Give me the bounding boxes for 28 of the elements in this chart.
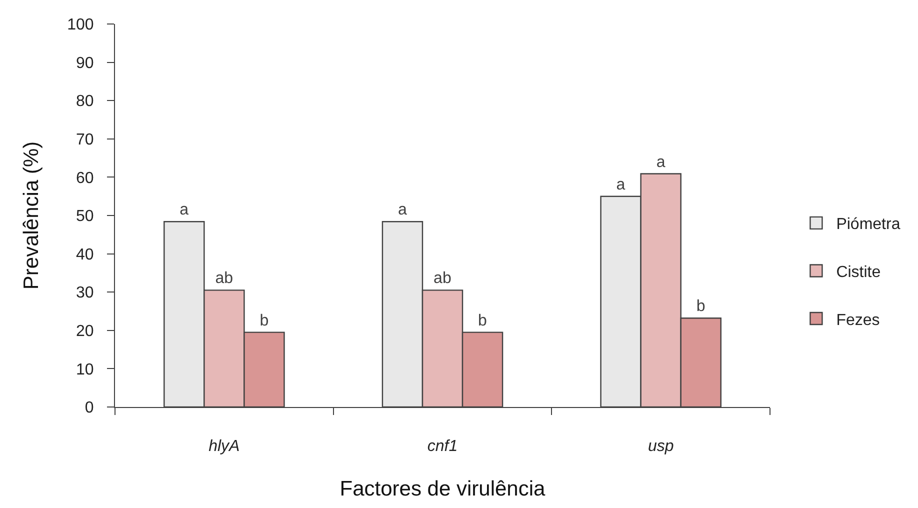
y-tick-label: 30 <box>76 284 94 302</box>
data-label: a <box>656 154 666 171</box>
x-tick-label: cnf1 <box>427 438 458 456</box>
x-tick-label: usp <box>648 438 674 456</box>
y-tick-label: 40 <box>76 246 94 264</box>
y-tick-label: 80 <box>76 93 94 110</box>
legend-label: Fezes <box>836 312 880 329</box>
data-label: ab <box>434 270 452 288</box>
y-tick-label: 20 <box>76 323 94 340</box>
x-axis-title: Factores de virulência <box>340 477 546 500</box>
x-tick-label: hlyA <box>208 438 240 456</box>
data-label: b <box>260 312 269 330</box>
y-tick-label: 100 <box>67 16 94 34</box>
y-tick-label: 0 <box>84 400 94 417</box>
y-tick-label: 50 <box>76 208 94 226</box>
legend-label: Cistite <box>836 264 881 281</box>
data-label: b <box>478 312 488 330</box>
data-label: a <box>180 202 189 219</box>
y-tick-label: 60 <box>76 170 94 187</box>
y-axis-title: Prevalência (%) <box>20 141 44 290</box>
y-tick-label: 10 <box>76 361 94 378</box>
data-label: a <box>398 202 407 219</box>
y-tick-label: 90 <box>76 54 94 72</box>
legend-label: Piómetra <box>836 216 900 234</box>
data-label: b <box>696 298 706 316</box>
data-label: a <box>616 176 626 194</box>
data-label: ab <box>215 270 234 288</box>
y-tick-label: 70 <box>76 132 94 148</box>
